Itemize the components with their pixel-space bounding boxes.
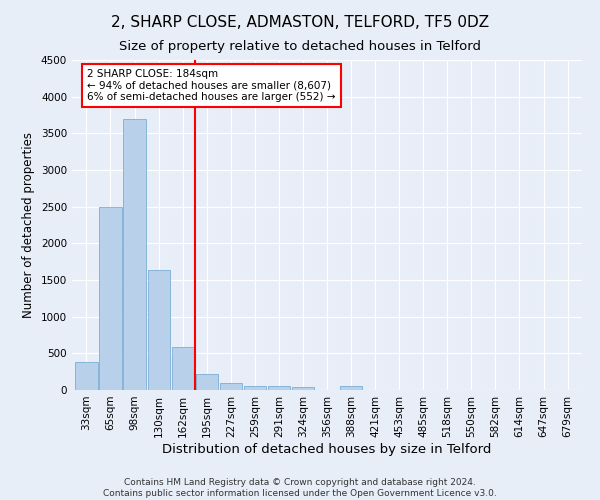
Bar — [124, 118, 146, 390]
Text: Contains HM Land Registry data © Crown copyright and database right 2024.
Contai: Contains HM Land Registry data © Crown c… — [103, 478, 497, 498]
Text: Size of property relative to detached houses in Telford: Size of property relative to detached ho… — [119, 40, 481, 53]
Bar — [100, 206, 122, 390]
Bar — [220, 382, 242, 390]
Bar — [268, 386, 290, 390]
Bar — [76, 362, 98, 390]
Bar — [244, 386, 266, 390]
Y-axis label: Number of detached properties: Number of detached properties — [22, 132, 35, 318]
Bar — [148, 270, 170, 390]
Text: 2 SHARP CLOSE: 184sqm
← 94% of detached houses are smaller (8,607)
6% of semi-de: 2 SHARP CLOSE: 184sqm ← 94% of detached … — [87, 69, 335, 102]
Bar — [292, 387, 314, 390]
X-axis label: Distribution of detached houses by size in Telford: Distribution of detached houses by size … — [163, 442, 491, 456]
Text: 2, SHARP CLOSE, ADMASTON, TELFORD, TF5 0DZ: 2, SHARP CLOSE, ADMASTON, TELFORD, TF5 0… — [111, 15, 489, 30]
Bar — [340, 386, 362, 390]
Bar — [196, 374, 218, 390]
Bar — [172, 346, 194, 390]
